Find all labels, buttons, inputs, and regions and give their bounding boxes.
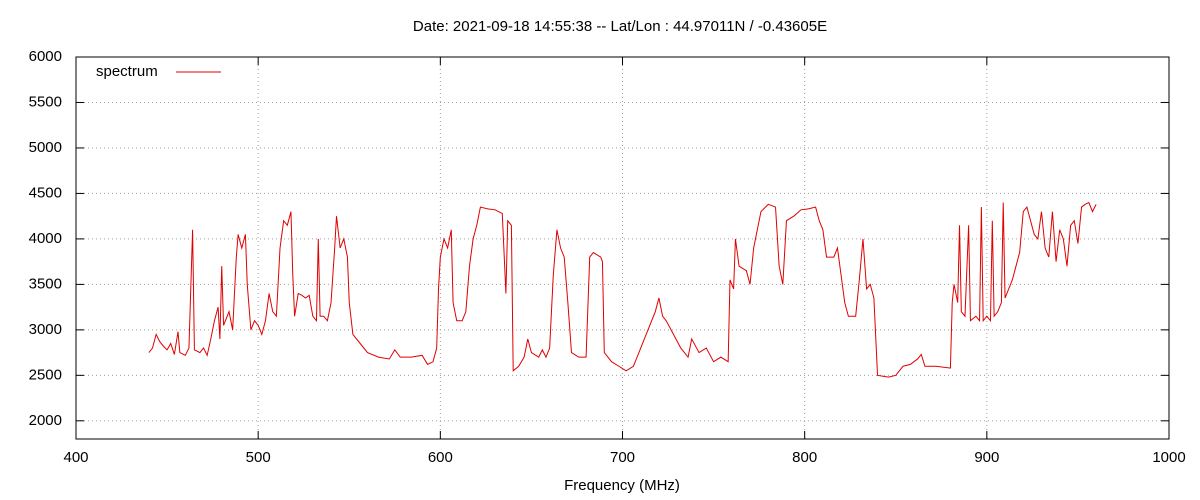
y-tick-label: 5500 bbox=[29, 93, 62, 110]
x-tick-label: 900 bbox=[974, 449, 999, 466]
y-tick-label: 5000 bbox=[29, 139, 62, 156]
series-line bbox=[148, 201, 1097, 378]
x-tick-label: 700 bbox=[610, 449, 635, 466]
x-tick-label: 500 bbox=[246, 449, 271, 466]
plot-frame bbox=[75, 56, 1170, 440]
x-tick-label: 800 bbox=[792, 449, 817, 466]
y-tick-label: 2000 bbox=[29, 412, 62, 429]
x-tick-label: 1000 bbox=[1152, 449, 1185, 466]
y-tick-label: 4000 bbox=[29, 230, 62, 247]
chart-title: Date: 2021-09-18 14:55:38 -- Lat/Lon : 4… bbox=[413, 18, 827, 35]
x-tick-label: 400 bbox=[63, 449, 88, 466]
y-tick-label: 2500 bbox=[29, 366, 62, 383]
y-tick-label: 4500 bbox=[29, 184, 62, 201]
y-tick-label: 3000 bbox=[29, 321, 62, 338]
x-tick-label: 600 bbox=[428, 449, 453, 466]
legend-label: spectrum bbox=[96, 63, 158, 80]
x-axis-label: Frequency (MHz) bbox=[564, 477, 680, 494]
y-tick-label: 3500 bbox=[29, 275, 62, 292]
y-tick-label: 6000 bbox=[29, 48, 62, 65]
